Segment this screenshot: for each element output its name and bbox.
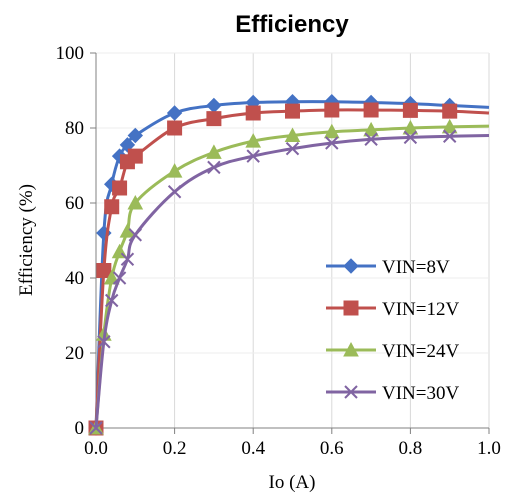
series-3-point-7-stroke-b	[207, 160, 221, 175]
series-2-point-8	[245, 133, 262, 148]
series-1	[88, 102, 490, 436]
series-2-point-11	[363, 121, 379, 137]
series-2-point-5	[127, 194, 144, 210]
series-0-point-5	[127, 127, 144, 144]
legend-label-0: VIN=8V	[382, 257, 450, 278]
y-tick-label-60: 60	[65, 193, 84, 214]
series-2	[88, 118, 490, 435]
series-2-point-10	[323, 123, 340, 139]
series-3-point-1	[97, 335, 111, 349]
series-0-point-6	[166, 105, 183, 121]
series-2-point-6	[166, 163, 183, 178]
y-tick-label-100: 100	[56, 43, 85, 64]
legend-marker-3	[344, 385, 358, 399]
legend-entry-1: VIN=12V	[326, 299, 459, 320]
series-1-point-1	[96, 263, 112, 278]
series-3-point-12	[403, 130, 418, 145]
series-1-point-10	[324, 102, 340, 118]
series-3-point-2	[105, 293, 119, 308]
legend-entry-0: VIN=8V	[326, 257, 450, 278]
series-1-point-6	[167, 120, 183, 136]
series-2-point-12	[402, 119, 419, 135]
legend: VIN=8V VIN=12V VIN=24V VIN=30V	[326, 257, 459, 404]
series-2-point-2	[103, 269, 120, 285]
series-3-point-0-stroke-b	[89, 421, 103, 435]
series-1-point-2	[104, 199, 120, 215]
series-3-point-3	[112, 271, 127, 285]
series-3-point-13	[442, 129, 457, 143]
series-3-point-11	[364, 132, 378, 146]
series-3-point-4	[120, 252, 135, 266]
series-3-point-12-stroke-b	[403, 130, 418, 145]
legend-entry-2: VIN=24V	[326, 341, 459, 362]
legend-label-3: VIN=30V	[382, 383, 459, 404]
series-3-point-13-stroke-b	[442, 129, 457, 143]
series-0-point-7	[206, 97, 222, 114]
y-tick-label-40: 40	[65, 268, 84, 289]
series-3-point-9-stroke-b	[285, 141, 300, 156]
x-axis-label: Io (A)	[269, 472, 316, 493]
x-tick-label-1.0: 1.0	[477, 438, 501, 459]
series-3-point-10-stroke-b	[325, 136, 339, 150]
y-tick-label-0: 0	[75, 418, 85, 439]
series-3-point-0	[89, 421, 103, 435]
series-1-point-5	[127, 148, 143, 164]
y-tick-label-80: 80	[65, 118, 84, 139]
legend-marker-0	[343, 258, 359, 274]
series-3-point-10	[325, 136, 339, 150]
y-tick-label-20: 20	[65, 343, 84, 364]
series-1-point-3	[112, 180, 128, 196]
series-3-point-4-stroke-b	[120, 252, 135, 266]
series-3-point-6	[167, 185, 182, 199]
legend-marker-3-stroke-b	[344, 385, 358, 399]
series-1-point-11	[363, 102, 379, 118]
series-3-point-5-stroke-b	[128, 228, 143, 242]
legend-marker-1	[343, 300, 359, 316]
series-1-point-7	[206, 111, 222, 127]
x-tick-label-0.0: 0.0	[84, 438, 108, 459]
series-2-point-7	[206, 144, 222, 159]
x-tick-label-0.8: 0.8	[399, 438, 423, 459]
series-3	[89, 129, 490, 435]
series-1-point-13	[442, 103, 458, 119]
x-tick-label-0.4: 0.4	[241, 438, 265, 459]
x-tick-label-0.2: 0.2	[163, 438, 187, 459]
tick-labels: 0 20 40 60 80 100 0.0 0.2 0.4 0.6 0.8 1.0	[56, 43, 501, 459]
legend-entry-3: VIN=30V	[326, 383, 459, 404]
chart-title: Efficiency	[235, 11, 349, 38]
x-tick-label-0.6: 0.6	[320, 438, 344, 459]
series-lines	[88, 94, 490, 436]
series-3-point-2-stroke-b	[105, 293, 119, 308]
series-2-point-9	[284, 127, 301, 142]
series-3-point-6-stroke-b	[167, 185, 182, 199]
series-2-point-13	[441, 118, 458, 134]
series-3-point-1-stroke-b	[97, 335, 111, 349]
legend-label-1: VIN=12V	[382, 299, 459, 320]
series-3-point-8	[246, 149, 260, 163]
legend-marker-2	[343, 341, 359, 357]
y-axis-label: Efficiency (%)	[16, 184, 37, 296]
series-3-point-3-stroke-b	[112, 271, 127, 285]
legend-label-2: VIN=24V	[382, 341, 459, 362]
series-1-point-12	[402, 102, 418, 118]
series-3-point-7	[207, 160, 221, 175]
series-3-point-8-stroke-b	[246, 149, 260, 163]
series-3-point-11-stroke-b	[364, 132, 378, 146]
series-1-point-9	[285, 103, 300, 119]
series-0-point-4	[119, 137, 136, 153]
series-1-point-8	[245, 105, 261, 121]
series-3-point-9	[285, 141, 300, 156]
series-3-point-5	[128, 228, 143, 242]
